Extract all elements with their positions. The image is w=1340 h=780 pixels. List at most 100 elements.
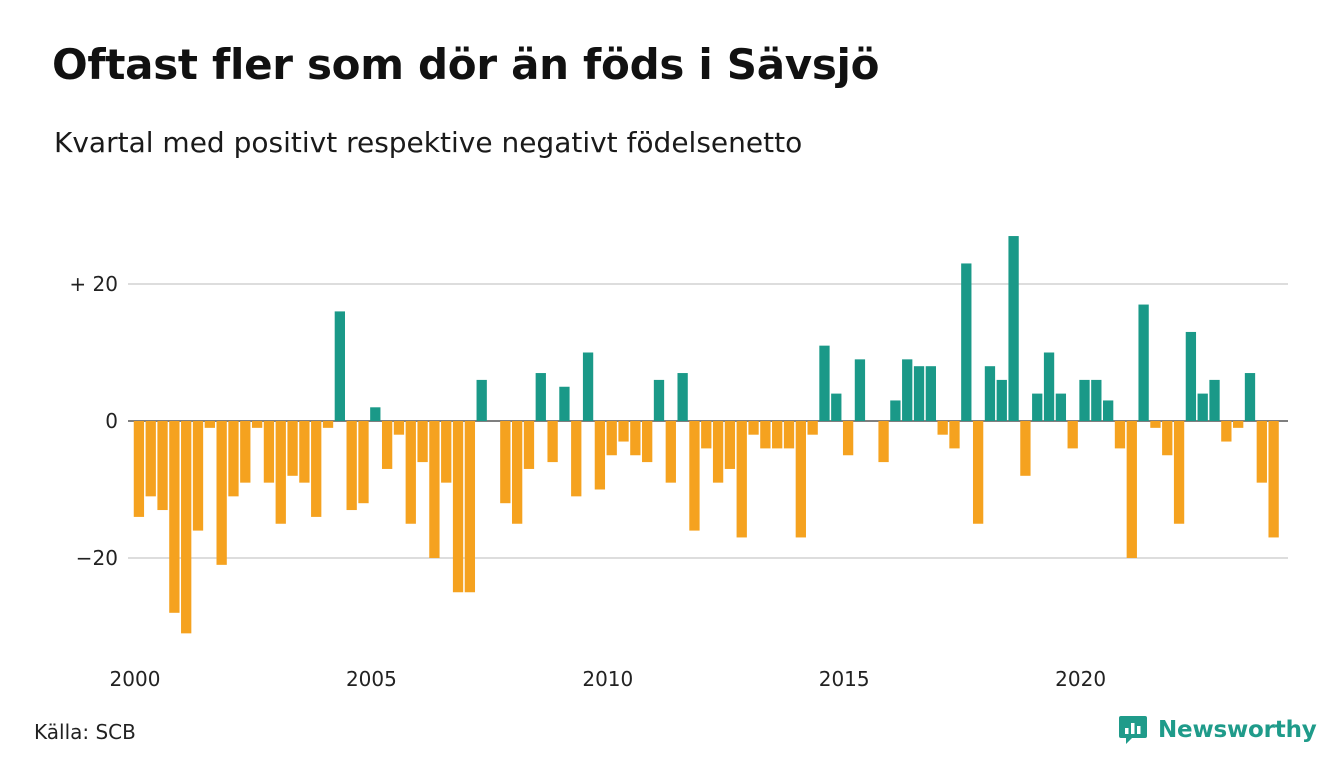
bar-negative [760,421,771,449]
chart-subtitle: Kvartal med positivt respektive negativt… [54,126,803,159]
bar-negative [169,421,180,613]
bar-negative [665,421,676,483]
bar-negative [1268,421,1279,538]
bar-negative [240,421,251,483]
bar-negative [157,421,168,511]
bar-negative [547,421,558,463]
bar-negative [1162,421,1173,456]
bar-negative [701,421,712,449]
bar-negative [464,421,476,593]
bar-negative [381,421,393,469]
bar-negative [181,421,192,634]
bar-positive [1209,379,1220,421]
bar-negative [748,421,759,435]
bar-positive [1185,331,1197,421]
bar-negative [287,421,298,476]
bar-negative [346,421,357,511]
x-tick-label: 2010 [582,667,633,691]
bar-positive [677,373,688,421]
x-tick-label: 2015 [819,667,870,691]
source-note: Källa: SCB [34,720,136,744]
bar-negative [441,421,452,483]
bar-negative [606,421,617,456]
x-tick-label: 2005 [346,667,397,691]
bar-negative [228,421,239,497]
bar-negative [571,421,582,497]
bar-negative [842,421,854,456]
bar-negative [807,421,818,435]
bar-positive [996,379,1007,421]
bar-negative [1020,421,1031,476]
bar-negative [736,421,747,538]
bar-negative [594,421,606,490]
bar-positive [1079,379,1090,421]
bar-positive [819,345,830,421]
brand-name: Newsworthy [1158,717,1317,743]
bar-negative [393,421,405,435]
bar-negative [322,421,334,428]
bar-negative [772,421,783,449]
bars [133,236,1279,634]
bar-positive [559,386,570,421]
bar-negative [618,421,629,442]
bar-negative [192,421,204,531]
bar-negative [783,421,795,449]
bar-negative [1233,421,1244,428]
bar-positive [334,311,345,421]
bar-positive [476,379,487,421]
bar-negative [1150,421,1161,428]
bar-negative [251,421,263,428]
bar-negative [712,421,724,483]
bar-negative [630,421,641,456]
y-tick-label: 0 [105,409,118,433]
bar-negative [1173,421,1185,524]
bar-positive [1032,393,1043,421]
bar-negative [523,421,535,469]
x-tick-label: 2020 [1055,667,1106,691]
bar-negative [263,421,275,483]
bar-negative [299,421,310,483]
newsworthy-logo: Newsworthy [1118,712,1317,748]
bar-negative [1067,421,1078,449]
bar-negative [311,421,322,517]
bar-negative [795,421,806,538]
bar-positive [913,366,925,421]
chart-title: Oftast fler som dör än föds i Sävsjö [52,40,880,89]
bar-positive [961,263,972,421]
bar-negative [275,421,286,524]
bar-negative [689,421,700,531]
bar-positive [1197,393,1208,421]
bar-positive [1103,400,1114,421]
bar-positive [984,366,996,421]
x-tick-label: 2000 [110,667,161,691]
y-tick-label: −20 [76,546,118,570]
bar-negative [204,421,215,428]
bar-negative [1256,421,1267,483]
bar-positive [1244,373,1256,421]
bar-positive [1008,236,1019,421]
bar-positive [925,366,936,421]
bar-positive [1091,379,1102,421]
bar-negative [358,421,369,504]
x-axis-ticks: 2000 2005 2010 2015 2020 [110,667,1107,691]
bar-negative [949,421,960,449]
bar-positive [1138,304,1149,421]
bar-negative [1221,421,1232,442]
bar-negative [1126,421,1137,558]
bar-positive [1055,393,1067,421]
bar-negative [512,421,523,524]
bar-positive [653,379,665,421]
bar-negative [724,421,736,469]
bar-negative [878,421,889,463]
newsworthy-logo-icon [1119,716,1147,744]
bar-negative [405,421,416,524]
bar-positive [854,359,866,421]
bar-negative [417,421,428,463]
bar-negative [642,421,653,463]
bar-negative [500,421,511,504]
y-tick-label: + 20 [69,272,118,296]
bar-positive [582,352,594,421]
bar-positive [902,359,913,421]
bar-positive [890,400,901,421]
